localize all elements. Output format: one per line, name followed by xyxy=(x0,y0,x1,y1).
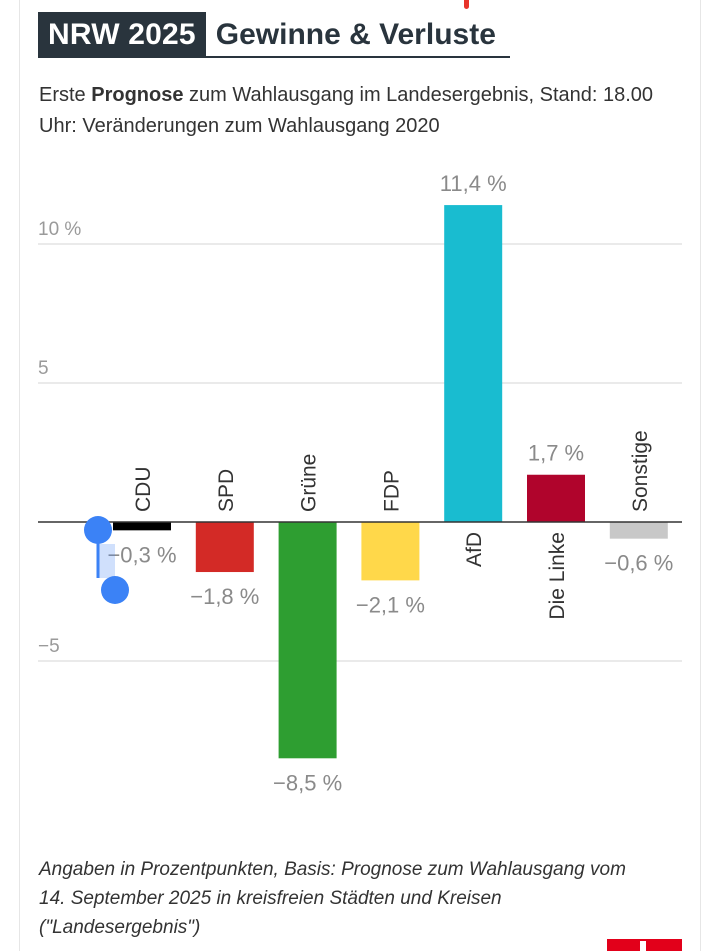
subtitle-bold: Prognose xyxy=(91,84,184,106)
value-label: −0,3 % xyxy=(107,542,176,567)
bar-spd xyxy=(195,522,254,573)
y-tick-label: −5 xyxy=(38,636,60,657)
subtitle-suffix: zum Wahlausgang im Landesergebnis, Stand… xyxy=(39,84,654,137)
selection-start-handle[interactable] xyxy=(84,516,112,544)
y-tick-label: 5 xyxy=(38,358,49,379)
value-label: −2,1 % xyxy=(356,592,425,617)
category-label: CDU xyxy=(132,467,155,513)
bar-grüne xyxy=(278,522,337,759)
value-label: 11,4 % xyxy=(440,171,507,196)
subtitle-prefix: Erste xyxy=(39,84,92,106)
bar-die-linke xyxy=(527,474,585,522)
chart-footnote: Angaben in Prozentpunkten, Basis: Progno… xyxy=(39,859,626,938)
selection-end-handle[interactable] xyxy=(101,576,129,604)
bar-chart: 10 % 5 −5 CDU −0,3 % SPD −1,8 % Grüne −8,5 % FDP −… xyxy=(38,171,682,795)
bar-afd xyxy=(444,205,503,522)
category-label: Die Linke xyxy=(546,532,569,620)
brand-badge xyxy=(607,939,682,951)
category-label: AfD xyxy=(463,532,486,567)
value-label: −0,6 % xyxy=(604,551,673,576)
value-label: −1,8 % xyxy=(190,584,259,609)
category-label: SPD xyxy=(215,469,238,512)
title-badge: NRW 2025 xyxy=(38,12,206,58)
value-label: −8,5 % xyxy=(273,770,342,795)
bar-sonstige xyxy=(609,522,668,539)
bar-cdu xyxy=(113,522,171,531)
value-label: 1,7 % xyxy=(528,441,584,466)
chart-title-row: NRW 2025 Gewinne & Verluste xyxy=(38,12,510,58)
category-label: Grüne xyxy=(298,454,321,512)
frame-border-right xyxy=(700,0,701,951)
frame-border-left xyxy=(19,0,20,951)
category-label: Sonstige xyxy=(629,430,652,512)
text-selection-highlight xyxy=(97,544,115,578)
chart-subtitle: Erste Prognose zum Wahlausgang im Landes… xyxy=(39,80,679,142)
category-label: FDP xyxy=(380,470,403,512)
top-red-marker xyxy=(464,0,469,9)
y-tick-label: 10 % xyxy=(38,219,81,240)
bar-fdp xyxy=(361,522,420,581)
chart-title: Gewinne & Verluste xyxy=(205,12,510,58)
